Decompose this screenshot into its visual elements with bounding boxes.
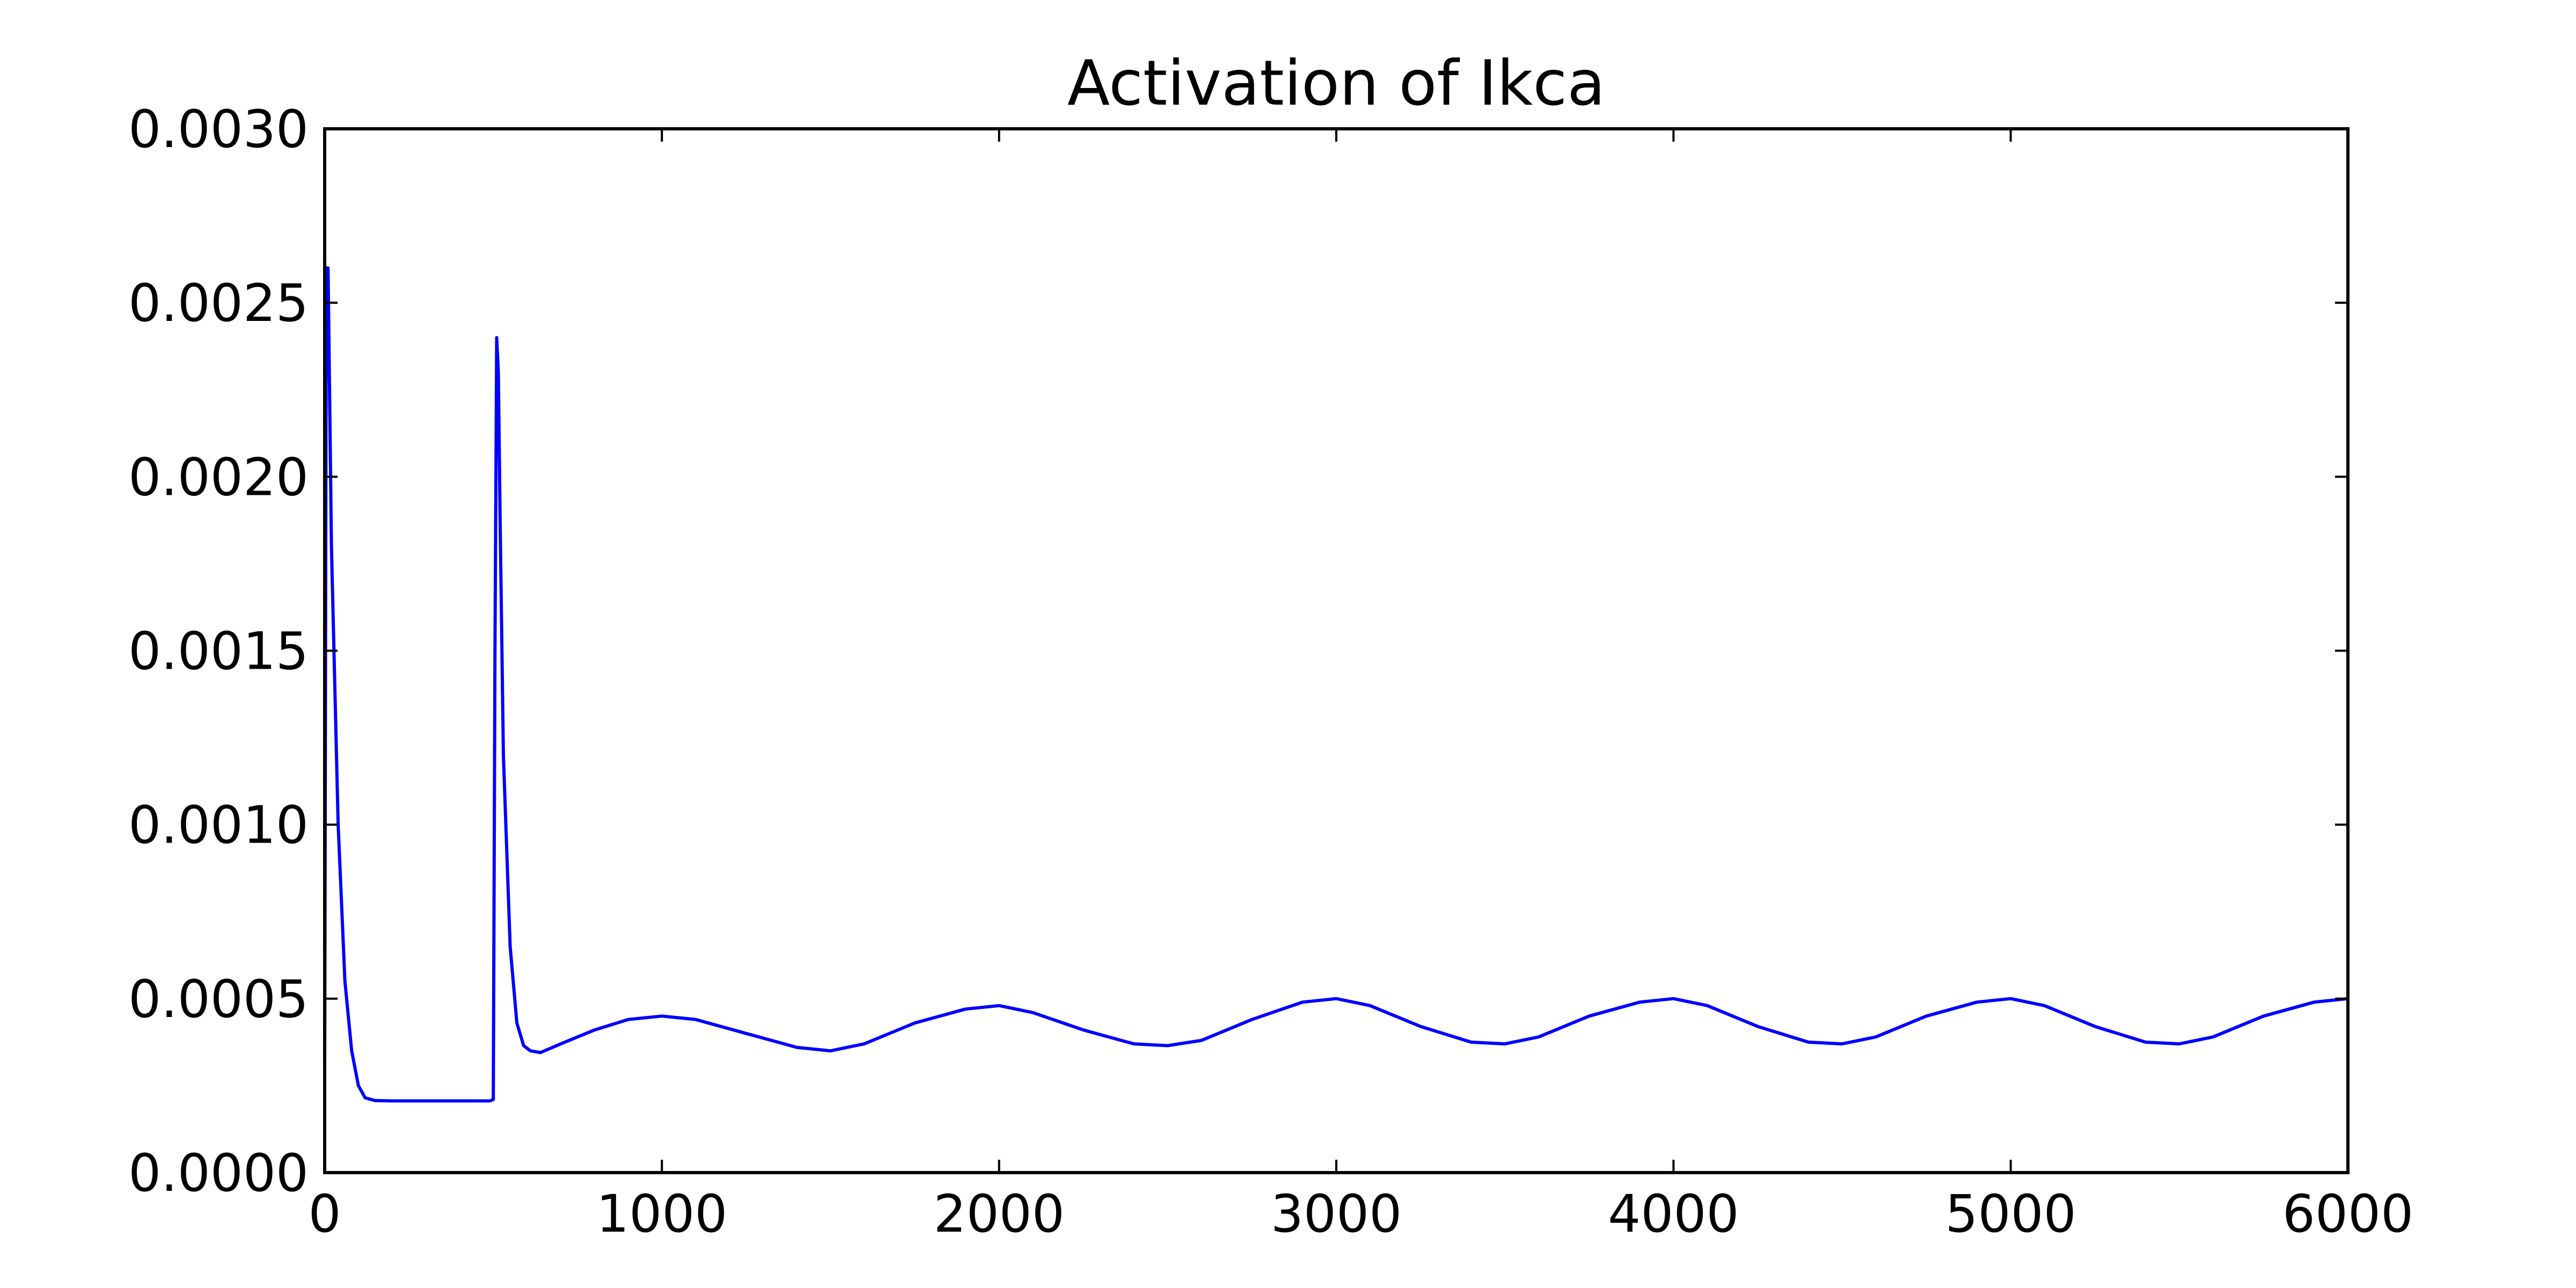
- x-tick-label: 0: [308, 1184, 341, 1244]
- y-tick-label: 0.0015: [128, 621, 309, 682]
- series-line-0: [323, 266, 2348, 1103]
- y-tick-label: 0.0010: [128, 795, 309, 855]
- y-axis-tick-labels: 0.0000 0.0005 0.0010 0.0015 0.0020 0.0025 0.00…: [128, 99, 309, 1203]
- y-tick-label: 0.0000: [128, 1143, 309, 1203]
- x-axis-tick-labels: 0 1000 2000 3000 4000 5000 6000: [308, 1184, 2413, 1244]
- x-tick-label: 5000: [1945, 1184, 2076, 1244]
- x-tick-label: 1000: [596, 1184, 727, 1244]
- y-tick-label: 0.0020: [128, 447, 309, 507]
- plot-frame: [323, 127, 2350, 1174]
- plot-content: [323, 266, 2348, 1103]
- x-tick-label: 6000: [2282, 1184, 2413, 1244]
- chart-title: Activation of Ikca: [1067, 47, 1606, 120]
- x-tick-label: 2000: [934, 1184, 1065, 1244]
- y-tick-label: 0.0030: [128, 99, 309, 159]
- y-tick-label: 0.0005: [128, 969, 309, 1029]
- x-tick-label: 3000: [1271, 1184, 1402, 1244]
- x-tick-label: 4000: [1608, 1184, 1739, 1244]
- y-tick-label: 0.0025: [128, 273, 309, 333]
